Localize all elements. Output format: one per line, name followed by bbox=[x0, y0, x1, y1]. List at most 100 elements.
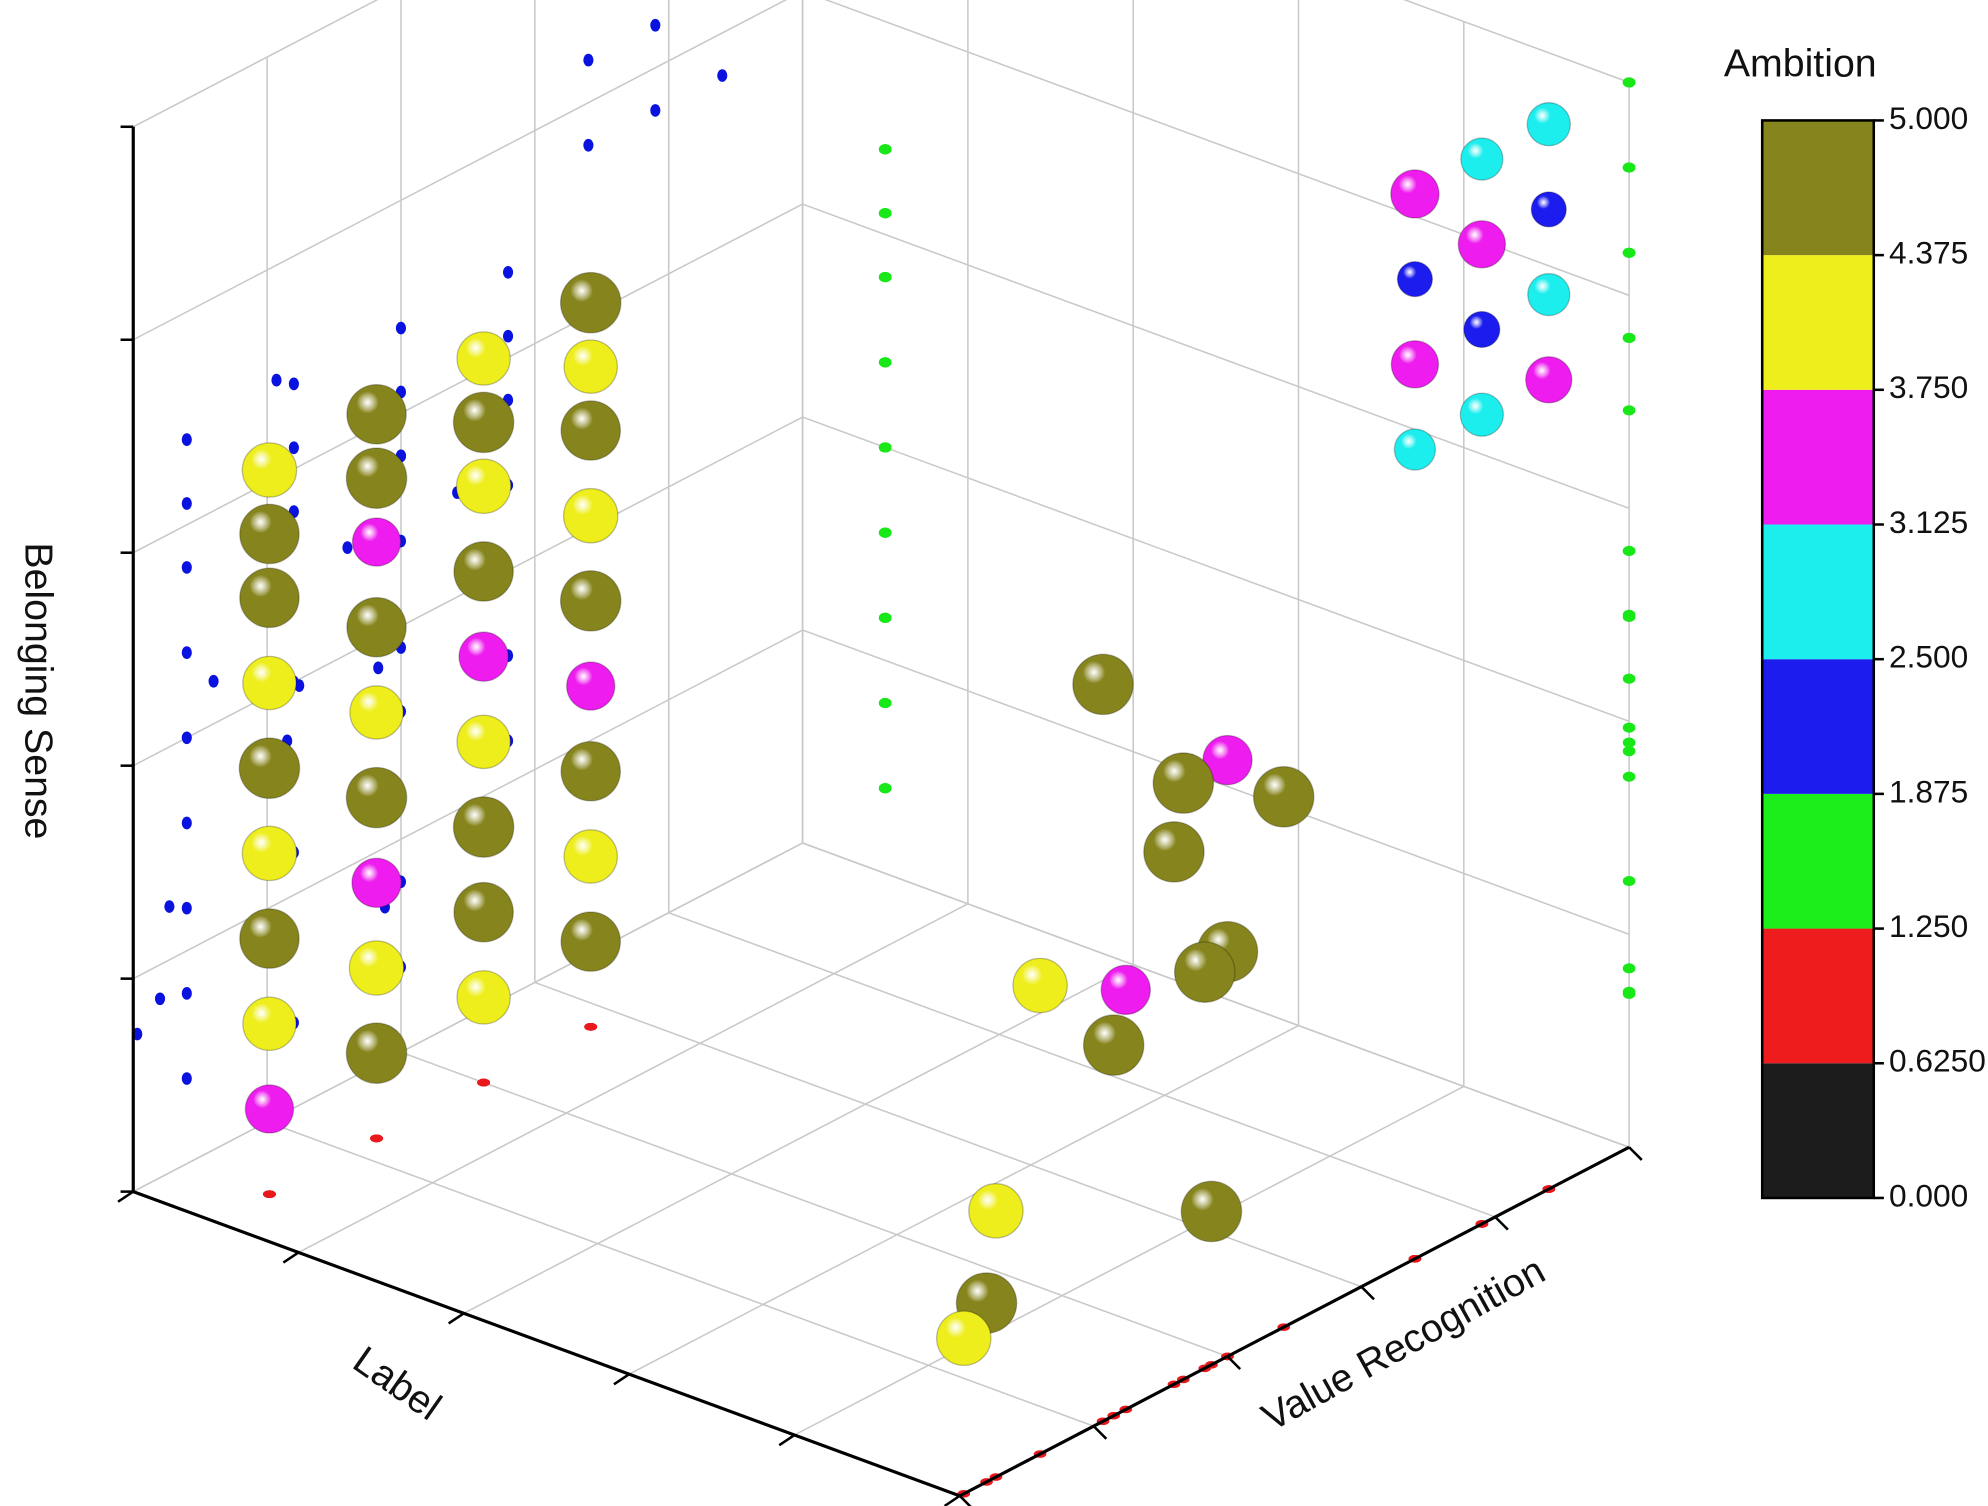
grid-line bbox=[298, 903, 969, 1254]
y-wall-projection bbox=[878, 272, 892, 283]
grid-line bbox=[668, 912, 1496, 1218]
x-wall-projection bbox=[288, 441, 299, 455]
grid-line bbox=[1403, 0, 1630, 84]
y-tick bbox=[1628, 1146, 1643, 1161]
y-wall-projection bbox=[878, 442, 892, 453]
x-wall-projection bbox=[208, 674, 219, 688]
y-wall-projection bbox=[1622, 247, 1636, 258]
y-wall-projection bbox=[878, 357, 892, 368]
x-tick bbox=[282, 1251, 300, 1264]
x-wall-projection bbox=[583, 138, 594, 152]
colorbar-label: 1.875 bbox=[1889, 773, 1968, 809]
y-tick bbox=[1494, 1216, 1509, 1231]
x-wall-projection bbox=[717, 69, 728, 82]
points bbox=[238, 102, 1573, 1367]
point bbox=[1082, 1014, 1145, 1076]
y-axis-label: Value Recognition bbox=[1255, 1248, 1553, 1440]
grid-line bbox=[824, 0, 1630, 297]
x-wall-projection bbox=[181, 561, 192, 574]
point bbox=[452, 796, 515, 858]
point bbox=[351, 517, 402, 567]
point bbox=[345, 766, 408, 829]
point bbox=[241, 442, 298, 498]
point bbox=[563, 339, 618, 394]
point bbox=[1526, 102, 1571, 147]
point bbox=[1459, 392, 1505, 437]
point bbox=[351, 857, 402, 909]
point bbox=[346, 596, 407, 658]
grid-line bbox=[628, 1024, 1299, 1375]
x-axis-label: Label bbox=[345, 1338, 449, 1429]
x-wall-projection bbox=[181, 646, 192, 659]
colorbar-swatch bbox=[1762, 120, 1874, 256]
point bbox=[1252, 766, 1315, 828]
point bbox=[968, 1183, 1024, 1239]
point bbox=[1463, 310, 1501, 349]
colorbar-label: 5.000 bbox=[1889, 100, 1968, 136]
colorbar-swatch bbox=[1762, 389, 1874, 525]
colorbar-label: 1.250 bbox=[1889, 908, 1968, 944]
point bbox=[1530, 191, 1567, 228]
y-wall-projection bbox=[878, 612, 892, 623]
x-axis bbox=[132, 1190, 961, 1498]
grid-line bbox=[463, 964, 1134, 1314]
y-wall-projection bbox=[1622, 545, 1636, 557]
point bbox=[244, 1084, 295, 1134]
point bbox=[242, 996, 297, 1052]
x-wall-projection bbox=[164, 900, 175, 913]
point bbox=[1143, 821, 1205, 883]
x-wall-projection bbox=[181, 901, 192, 915]
point bbox=[1072, 653, 1134, 716]
x-wall-projection bbox=[181, 731, 192, 745]
grid bbox=[132, 0, 1630, 1497]
y-wall-projection bbox=[878, 144, 892, 155]
y-wall-projection bbox=[878, 697, 892, 709]
y-wall-projection bbox=[1622, 875, 1636, 887]
x-wall-projection bbox=[181, 497, 192, 510]
point bbox=[1100, 964, 1151, 1016]
z-axis-label: Belonging Sense bbox=[16, 542, 60, 839]
point bbox=[1460, 137, 1504, 181]
point bbox=[1390, 169, 1440, 219]
grid-line bbox=[802, 416, 1630, 723]
grid-line bbox=[802, 203, 1630, 510]
x-wall-projection bbox=[154, 992, 166, 1006]
colorbar-label: 2.500 bbox=[1889, 639, 1968, 675]
grid-line bbox=[794, 1085, 1465, 1436]
x-wall-projection bbox=[650, 104, 661, 117]
point bbox=[456, 714, 511, 770]
colorbar-swatch bbox=[1762, 793, 1874, 929]
colorbar-label: 3.125 bbox=[1889, 504, 1968, 540]
point bbox=[345, 447, 408, 509]
point bbox=[563, 829, 618, 884]
point bbox=[456, 331, 511, 386]
y-wall-projection bbox=[1622, 162, 1636, 173]
point bbox=[1393, 428, 1437, 471]
grid-line bbox=[132, 0, 788, 341]
x-wall-projection bbox=[342, 541, 353, 554]
y-tick bbox=[1092, 1425, 1108, 1440]
point bbox=[560, 400, 622, 461]
point bbox=[1173, 941, 1236, 1003]
y-wall-projection bbox=[1622, 673, 1636, 684]
y-wall-projection bbox=[1622, 609, 1636, 620]
y-tick bbox=[958, 1494, 972, 1506]
x-tick bbox=[613, 1373, 630, 1386]
x-tick bbox=[778, 1433, 796, 1447]
grid-line bbox=[534, 981, 1362, 1288]
y-wall-projection bbox=[1622, 963, 1636, 974]
point bbox=[936, 1310, 992, 1367]
x-tick bbox=[943, 1494, 961, 1506]
y-wall-projection bbox=[1622, 77, 1636, 88]
x-wall-projection bbox=[395, 321, 407, 335]
x-wall-projection bbox=[181, 1072, 192, 1085]
point bbox=[238, 737, 301, 800]
point bbox=[345, 1022, 408, 1084]
x-wall-projection bbox=[373, 661, 384, 675]
point bbox=[1012, 957, 1068, 1014]
colorbar-label: 0.000 bbox=[1889, 1177, 1968, 1213]
x-wall-projection bbox=[271, 373, 282, 387]
point bbox=[1390, 340, 1440, 389]
point bbox=[452, 391, 515, 454]
x-wall-projection bbox=[181, 816, 192, 830]
